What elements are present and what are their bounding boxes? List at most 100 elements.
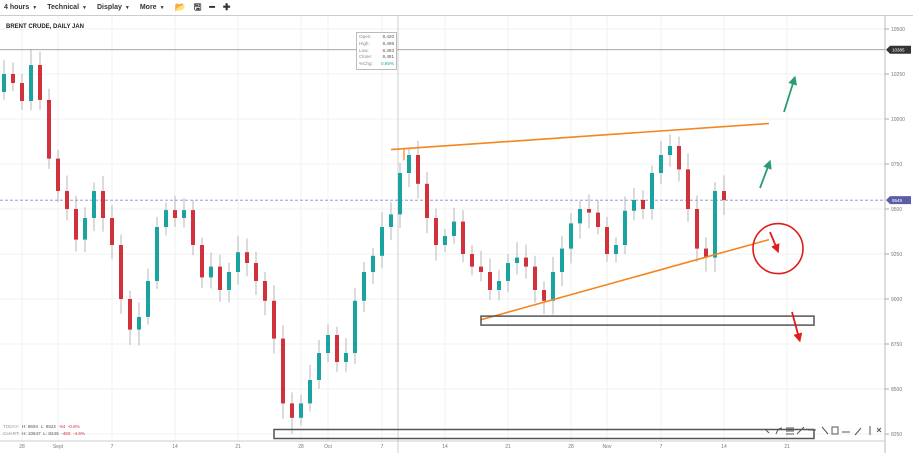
candle-body bbox=[155, 227, 159, 281]
candle-body bbox=[641, 200, 645, 209]
candle-body bbox=[344, 353, 348, 362]
candle-body bbox=[371, 255, 375, 272]
candle-body bbox=[560, 248, 564, 272]
candle-body bbox=[47, 99, 51, 159]
candle-body bbox=[461, 221, 465, 254]
candle-body bbox=[380, 227, 384, 256]
technical-dropdown[interactable]: Technical ▼ bbox=[47, 4, 87, 11]
candle-body bbox=[704, 248, 708, 258]
more-label: More bbox=[139, 4, 157, 11]
candle-body bbox=[470, 254, 474, 267]
x-tick-label: 7 bbox=[111, 444, 114, 450]
chg-value: 0.65% bbox=[380, 61, 394, 67]
candle-body bbox=[29, 65, 33, 101]
candle-body bbox=[578, 209, 582, 224]
x-tick-label: 14 bbox=[721, 444, 727, 450]
y-tick-label: 9000 bbox=[891, 297, 902, 303]
price-chart[interactable]: 10500 10250 10000 9750 9500 9250 9000 8750 8500 8… bbox=[0, 16, 913, 453]
low-label: Low: bbox=[359, 47, 369, 53]
x-tick-label: Nov bbox=[603, 444, 612, 450]
folder-open-icon[interactable]: 📂 bbox=[174, 2, 186, 12]
annotation-rectangle[interactable] bbox=[480, 315, 815, 326]
today-label: TODAY: bbox=[3, 424, 20, 429]
chart-change: -460 bbox=[61, 431, 71, 436]
candle-body bbox=[218, 266, 222, 290]
candle-body bbox=[569, 223, 573, 249]
delete-tool-icon[interactable] bbox=[876, 427, 882, 433]
candle-body bbox=[299, 403, 303, 418]
price-tag-label: 9549 bbox=[892, 198, 903, 203]
caret-down-icon: ▼ bbox=[82, 5, 87, 11]
display-label: Display bbox=[96, 4, 122, 11]
candle-body bbox=[281, 338, 285, 404]
candle-body bbox=[119, 245, 123, 299]
rect-tool-icon[interactable] bbox=[831, 426, 839, 435]
pen-tool-icon[interactable] bbox=[796, 426, 805, 435]
x-tick-label: 7 bbox=[381, 444, 384, 450]
candle-body bbox=[254, 263, 258, 281]
candle-body bbox=[533, 266, 537, 290]
annotation-circle[interactable] bbox=[752, 222, 804, 275]
candle-body bbox=[623, 210, 627, 245]
open-value: 9,420 bbox=[382, 34, 395, 39]
fib-tool-icon[interactable] bbox=[786, 427, 794, 435]
x-tick-label: 7 bbox=[660, 444, 663, 450]
chart-high: H: 10647 bbox=[22, 431, 41, 436]
y-tick-label: 9250 bbox=[891, 252, 902, 258]
candle-body bbox=[236, 252, 240, 272]
y-tick-label: 8500 bbox=[891, 387, 902, 393]
candle-body bbox=[659, 155, 663, 173]
candle-body bbox=[335, 335, 339, 362]
candle-body bbox=[353, 300, 357, 353]
candle-body bbox=[362, 272, 366, 301]
close-value: 9,481 bbox=[382, 54, 395, 60]
x-tick-label: 14 bbox=[442, 444, 448, 450]
line-tool-icon[interactable] bbox=[821, 426, 829, 435]
chart-low: L: 8246 bbox=[43, 431, 59, 436]
candle-body bbox=[11, 74, 15, 83]
candle-body bbox=[182, 210, 186, 218]
candle-body bbox=[515, 257, 519, 263]
zoom-out-icon[interactable]: ━ bbox=[209, 2, 215, 12]
candle-body bbox=[65, 191, 69, 209]
today-low: L: 9522 bbox=[40, 424, 56, 429]
more-dropdown[interactable]: More ▼ bbox=[140, 4, 165, 11]
high-label: High: bbox=[359, 40, 370, 46]
price-tag-label: 10385 bbox=[892, 48, 905, 53]
candle-body bbox=[416, 155, 420, 184]
interval-label: 4 hours bbox=[4, 4, 30, 11]
candle-body bbox=[2, 74, 6, 92]
high-value: 9,498 bbox=[382, 40, 395, 46]
trendline[interactable] bbox=[480, 238, 770, 321]
candle-body bbox=[245, 252, 249, 263]
save-icon[interactable]: 🖫 bbox=[193, 1, 202, 12]
x-tick-label: 28 bbox=[568, 444, 574, 450]
candle-body bbox=[632, 200, 636, 211]
annotation-rectangle[interactable] bbox=[273, 428, 815, 440]
arrow-down-icon bbox=[791, 311, 803, 343]
candle-body bbox=[110, 218, 114, 245]
curve-tool-icon[interactable] bbox=[775, 427, 783, 435]
candle-body bbox=[83, 218, 87, 240]
x-tick-label: 28 bbox=[19, 444, 25, 450]
candle-body bbox=[479, 266, 483, 272]
pointer-tool-icon[interactable] bbox=[764, 428, 770, 434]
candle-body bbox=[650, 173, 654, 209]
interval-dropdown[interactable]: 4 hours ▼ bbox=[4, 4, 37, 11]
x-tick-label: 21 bbox=[235, 444, 241, 450]
candle-body bbox=[488, 272, 492, 290]
candle-body bbox=[164, 210, 168, 227]
candle-body bbox=[605, 227, 609, 254]
candle-body bbox=[326, 335, 330, 353]
zoom-in-icon[interactable]: ✚ bbox=[222, 2, 231, 12]
candle-body bbox=[227, 272, 231, 290]
y-tick-label: 8750 bbox=[891, 342, 902, 348]
candle-body bbox=[389, 214, 393, 227]
display-dropdown[interactable]: Display ▼ bbox=[97, 4, 130, 11]
trendline[interactable] bbox=[390, 122, 770, 151]
candle-body bbox=[686, 169, 690, 209]
candle-body bbox=[20, 83, 24, 101]
x-tick-label: 14 bbox=[172, 444, 178, 450]
candle-body bbox=[398, 173, 402, 215]
trend-tool-icon[interactable] bbox=[854, 427, 862, 436]
